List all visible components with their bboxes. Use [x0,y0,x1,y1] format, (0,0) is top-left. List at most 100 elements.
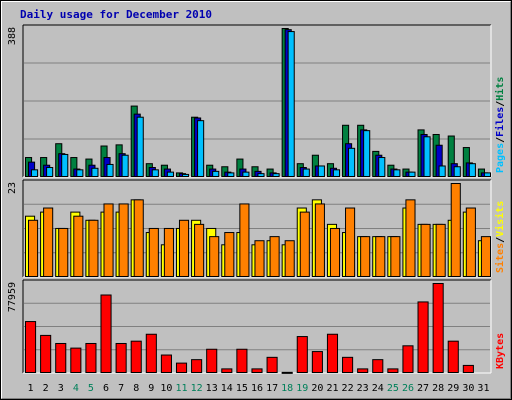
bar-hits-files-pages-pages-day-11 [181,173,190,178]
bar-kbytes-kbytes-day-21 [326,333,339,373]
bar-hits-files-pages-pages-day-12 [197,120,205,177]
bar-visits-sites-sites-day-7 [118,203,129,277]
x-tick-label: 20 [311,383,323,394]
legend-separator: / [495,237,506,243]
bar-kbytes-kbytes-day-28 [432,283,444,373]
legend-kbytes: KBytes [495,333,506,369]
bar-hits-files-pages-pages-day-27 [423,136,431,177]
bar-kbytes-kbytes-day-15 [236,348,248,374]
bar-visits-sites-sites-day-1 [28,219,39,277]
x-tick-label: 22 [342,383,354,394]
bar-visits-sites-sites-day-2 [43,207,54,278]
x-tick-label: 30 [462,383,474,394]
bar-kbytes-kbytes-day-13 [206,348,218,374]
bar-hits-files-pages-pages-day-25 [393,169,401,177]
bar-visits-sites-sites-day-3 [58,227,69,278]
bar-visits-sites-sites-day-24 [375,236,386,277]
bar-visits-sites-sites-day-20 [314,203,325,277]
legend-separator: / [495,137,506,143]
bar-kbytes-kbytes-day-5 [85,342,97,373]
bar-visits-sites-sites-day-22 [345,207,356,278]
bar-visits-sites-sites-day-15 [239,203,250,277]
bar-hits-files-pages-pages-day-24 [378,157,386,178]
bar-kbytes-kbytes-day-18 [281,371,293,374]
panel-visits-sites-scale-label: 23 [7,182,18,194]
bar-visits-sites-sites-day-8 [133,199,144,277]
bar-visits-sites-sites-day-28 [435,223,446,278]
bar-visits-sites-sites-day-31 [480,236,492,277]
x-tick-label: 4 [73,383,79,394]
x-tick-label: 18 [281,383,293,394]
x-tick-label: 19 [296,383,308,394]
x-tick-label: 23 [357,383,369,394]
bar-visits-sites-sites-day-26 [405,199,416,277]
bar-kbytes-kbytes-day-9 [145,333,157,373]
legend-visits: Visits [494,201,506,237]
bar-kbytes-kbytes-day-26 [402,345,414,373]
bar-visits-sites-sites-day-27 [420,223,431,278]
legend-pages: Pages [495,143,506,173]
bar-hits-files-pages-pages-day-23 [363,130,371,178]
bar-hits-files-pages-pages-day-7 [121,154,129,178]
bar-kbytes-kbytes-day-11 [175,362,188,374]
bar-kbytes-kbytes-day-17 [266,356,278,373]
x-tick-label: 10 [160,383,172,394]
bar-kbytes-kbytes-day-19 [296,336,308,373]
bar-hits-files-pages-pages-day-3 [61,153,69,177]
bar-kbytes-kbytes-day-29 [447,340,459,374]
bar-visits-sites-sites-day-25 [390,236,401,277]
panel-hits-files-pages-legend: Pages/Files/Hits [494,77,506,173]
bar-hits-files-pages-pages-day-31 [483,172,492,178]
bar-hits-files-pages-pages-day-8 [136,116,144,177]
bar-hits-files-pages-pages-day-6 [106,163,114,177]
bar-visits-sites-sites-day-30 [465,207,476,278]
bar-hits-files-pages-pages-day-29 [453,166,461,177]
bar-hits-files-pages-pages-day-5 [91,167,99,178]
bar-hits-files-pages-pages-day-15 [242,171,250,178]
bar-hits-files-pages-pages-day-9 [151,169,159,177]
bar-hits-files-pages-pages-day-13 [212,170,220,177]
legend-hits: Hits [494,77,506,101]
bar-visits-sites-sites-day-5 [88,219,99,277]
x-tick-label: 9 [148,383,154,394]
x-tick-label: 25 [387,383,399,394]
bar-kbytes-kbytes-day-14 [221,368,233,374]
bar-kbytes-kbytes-day-7 [115,342,127,373]
bar-kbytes-kbytes-day-25 [387,368,399,374]
x-tick-label: 6 [103,383,109,394]
x-tick-label: 15 [236,383,248,394]
legend-sites: Sites [494,243,506,273]
bar-hits-files-pages-pages-day-19 [302,168,310,177]
bar-hits-files-pages-pages-day-20 [317,165,325,178]
x-tick-label: 16 [251,383,263,394]
bar-hits-files-pages-pages-day-2 [46,167,54,177]
x-tick-label: 27 [417,383,429,394]
bar-visits-sites-sites-day-14 [224,232,235,277]
bar-hits-files-pages-pages-day-18 [287,31,295,178]
bar-kbytes-kbytes-day-20 [311,351,323,374]
bar-kbytes-kbytes-day-2 [40,334,52,373]
x-tick-label: 13 [206,383,218,394]
x-tick-label: 11 [175,383,187,394]
bar-visits-sites-sites-day-13 [209,236,220,277]
bar-kbytes-kbytes-day-6 [100,294,112,373]
bar-kbytes-kbytes-day-1 [25,321,37,374]
bar-kbytes-kbytes-day-10 [160,354,172,373]
x-tick-label: 3 [58,383,64,394]
bar-hits-files-pages-pages-day-21 [332,169,341,177]
bar-visits-sites-sites-day-21 [329,227,341,278]
bar-visits-sites-sites-day-19 [299,211,310,277]
panel-kbytes-scale-label: 77959 [7,282,18,312]
x-tick-label: 7 [118,383,124,394]
x-tick-label: 26 [402,383,414,394]
x-tick-label: 12 [191,383,203,394]
bar-kbytes-kbytes-day-4 [70,347,82,373]
bar-hits-files-pages-pages-day-28 [438,165,446,178]
legend-separator: / [495,101,506,107]
bar-hits-files-pages-pages-day-1 [31,169,39,177]
panel-kbytes-legend: KBytes [495,333,506,369]
bar-visits-sites-sites-day-17 [269,236,280,277]
bar-visits-sites-sites-day-18 [284,240,295,277]
